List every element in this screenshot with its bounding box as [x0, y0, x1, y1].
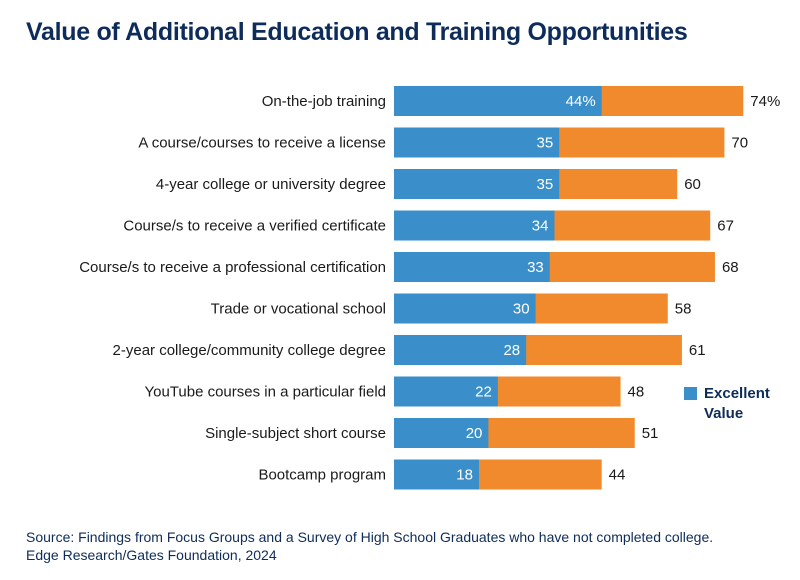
bar-excellent: [394, 459, 479, 490]
data-label-excellent: 35: [537, 135, 554, 152]
data-label-excellent: 22: [475, 384, 492, 401]
bar-excellent: [394, 127, 560, 158]
data-label-total: 67: [717, 218, 734, 235]
category-label: Trade or vocational school: [211, 301, 386, 318]
category-label: 4-year college or university degree: [156, 176, 386, 193]
bar-chart: On-the-job training 44% 74% A course/course…: [79, 86, 780, 490]
category-label: On-the-job training: [262, 93, 386, 110]
legend-swatch: [684, 387, 697, 400]
data-label-excellent: 28: [503, 342, 520, 359]
bar-excellent: [394, 293, 536, 324]
category-label: YouTube courses in a particular field: [144, 384, 386, 401]
source-line-1: Source: Findings from Focus Groups and a…: [26, 529, 714, 545]
chart-title: Value of Additional Education and Traini…: [26, 18, 688, 46]
bar-excellent: [394, 210, 555, 241]
category-label: 2-year college/community college degree: [113, 342, 386, 359]
bar-excellent: [394, 86, 602, 116]
bar-excellent: [394, 252, 550, 282]
category-label: Course/s to receive a professional certi…: [79, 259, 386, 276]
source-line-2: Edge Research/Gates Foundation, 2024: [26, 547, 277, 563]
category-label: Bootcamp program: [258, 467, 386, 484]
data-label-total: 44: [609, 467, 626, 484]
data-label-excellent: 18: [456, 467, 473, 484]
data-label-excellent: 33: [527, 259, 544, 276]
data-label-total: 68: [722, 259, 739, 276]
data-label-excellent: 35: [537, 176, 554, 193]
legend-label: Excellent Value: [704, 385, 770, 422]
category-label: Single-subject short course: [205, 425, 386, 442]
bar-excellent: [394, 418, 489, 448]
data-label-total: 74%: [750, 93, 780, 110]
data-label-total: 70: [731, 135, 748, 152]
data-label-total: 60: [684, 176, 701, 193]
data-label-excellent: 30: [513, 301, 530, 318]
bar-excellent: [394, 169, 560, 199]
source-note: Source: Findings from Focus Groups and a…: [26, 528, 713, 564]
bar-excellent: [394, 335, 527, 365]
data-label-total: 51: [642, 425, 659, 442]
category-label: A course/courses to receive a license: [138, 135, 386, 152]
data-label-total: 58: [675, 301, 692, 318]
bar-excellent: [394, 376, 498, 407]
data-label-excellent: 20: [466, 425, 483, 442]
data-label-excellent: 34: [532, 218, 549, 235]
data-label-total: 61: [689, 342, 706, 359]
legend: Excellent Value: [684, 384, 784, 424]
data-label-total: 48: [628, 384, 645, 401]
data-label-excellent: 44%: [566, 93, 596, 110]
category-label: Course/s to receive a verified certifica…: [123, 218, 386, 235]
